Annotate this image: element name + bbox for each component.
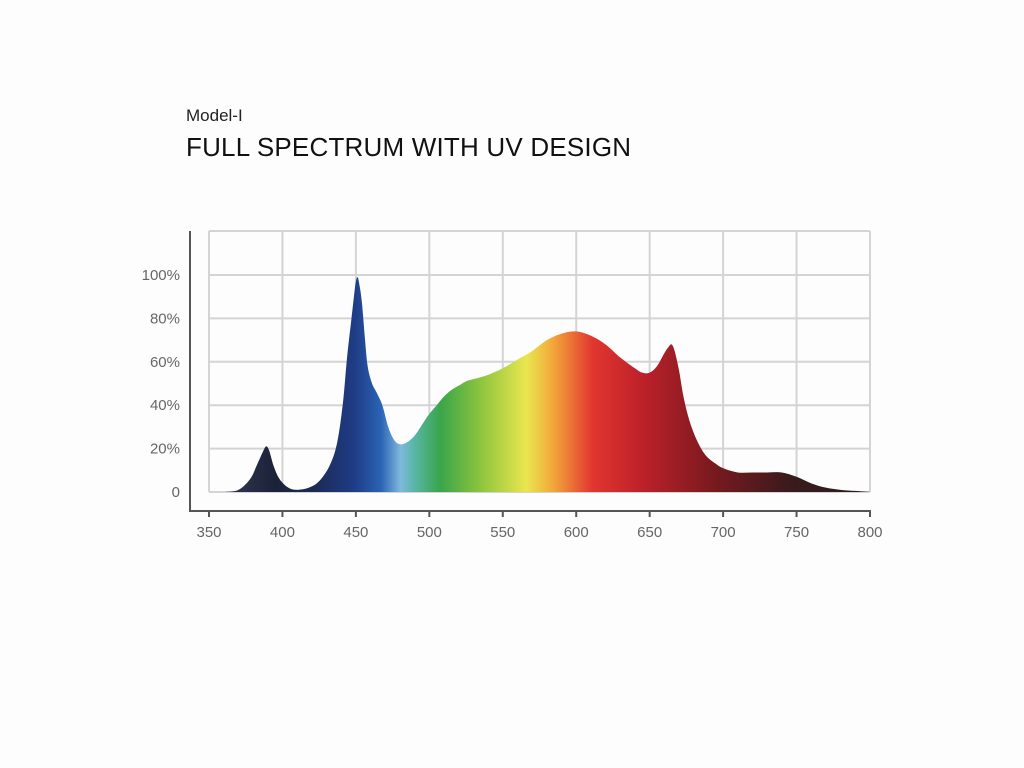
x-tick-label: 500 <box>417 524 442 541</box>
x-tick-label: 600 <box>564 524 589 541</box>
tick-labels: 350 400 450 500 550 600 650 700 750 800 0 20% 40% 60%… <box>142 267 883 541</box>
spectrum-area-layer <box>223 277 870 492</box>
y-tick-label: 0 <box>172 484 180 501</box>
x-tick-label: 650 <box>637 524 662 541</box>
x-tick-label: 550 <box>490 524 515 541</box>
y-tick-label: 60% <box>150 354 180 371</box>
x-tick-label: 450 <box>343 524 368 541</box>
x-tick-label: 350 <box>196 524 221 541</box>
model-label: Model-I <box>186 106 243 125</box>
y-tick-label: 100% <box>142 267 180 284</box>
spectrum-area <box>223 277 870 492</box>
axes <box>189 231 871 517</box>
y-tick-label: 20% <box>150 441 180 458</box>
x-tick-label: 750 <box>784 524 809 541</box>
y-tick-label: 40% <box>150 397 180 414</box>
x-tick-label: 400 <box>270 524 295 541</box>
x-tick-label: 700 <box>711 524 736 541</box>
chart-title: FULL SPECTRUM WITH UV DESIGN <box>186 132 632 162</box>
y-tick-label: 80% <box>150 310 180 327</box>
x-tick-label: 800 <box>857 524 882 541</box>
